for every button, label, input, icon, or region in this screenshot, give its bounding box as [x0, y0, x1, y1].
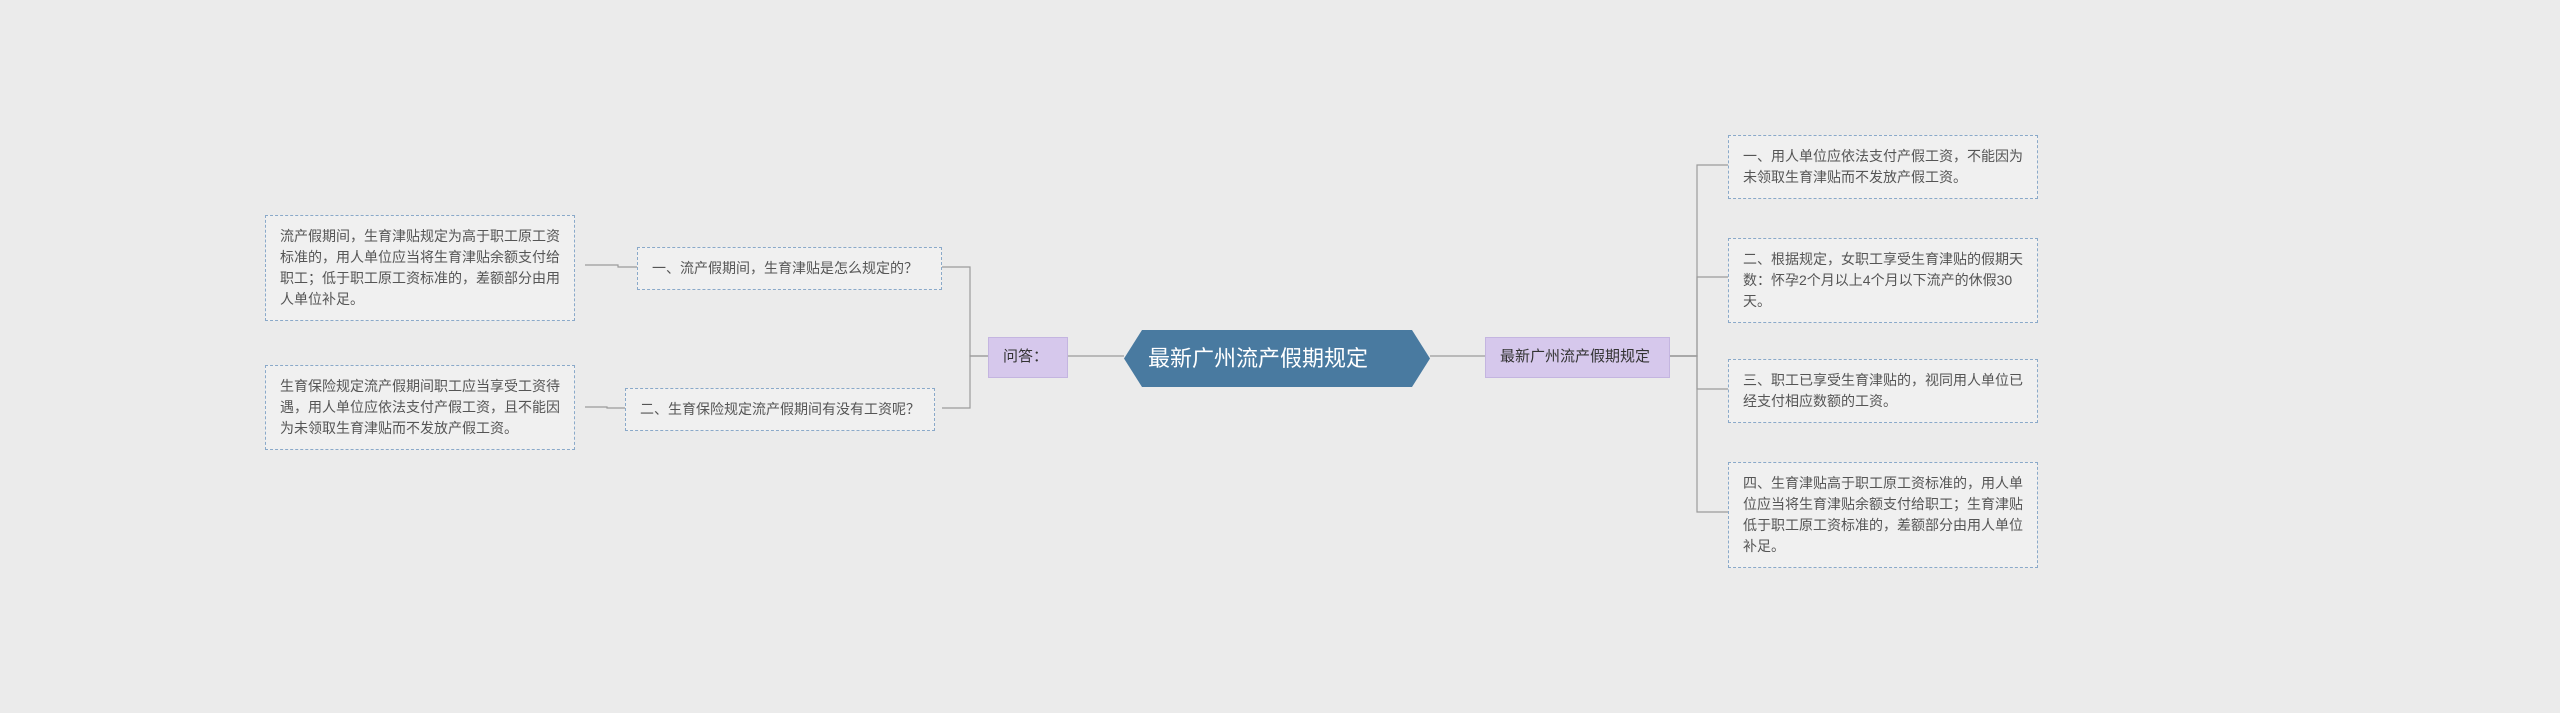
left-q1-leaf: 流产假期间，生育津贴规定为高于职工原工资标准的，用人单位应当将生育津贴余额支付给…	[265, 215, 575, 321]
root-node: 最新广州流产假期规定	[1124, 330, 1430, 387]
left-q2-leaf: 生育保险规定流产假期间职工应当享受工资待遇，用人单位应依法支付产假工资，且不能因…	[265, 365, 575, 450]
conn-right-2	[1670, 277, 1728, 356]
right-leaf-3: 三、职工已享受生育津贴的，视同用人单位已经支付相应数额的工资。	[1728, 359, 2038, 423]
right-leaf-1: 一、用人单位应依法支付产假工资，不能因为未领取生育津贴而不发放产假工资。	[1728, 135, 2038, 199]
conn-right-3	[1670, 356, 1728, 389]
conn-left-q2	[942, 356, 988, 408]
right-branch: 最新广州流产假期规定	[1485, 337, 1670, 378]
conn-right-1	[1670, 165, 1728, 356]
right-leaf-4: 四、生育津贴高于职工原工资标准的，用人单位应当将生育津贴余额支付给职工；生育津贴…	[1728, 462, 2038, 568]
conn-right-4	[1670, 356, 1728, 512]
conn-left-q1	[942, 267, 988, 356]
right-leaf-2: 二、根据规定，女职工享受生育津贴的假期天数：怀孕2个月以上4个月以下流产的休假3…	[1728, 238, 2038, 323]
conn-q1-leaf	[585, 265, 637, 267]
left-q2: 二、生育保险规定流产假期间有没有工资呢？	[625, 388, 935, 431]
conn-q2-leaf	[585, 407, 625, 408]
left-branch: 问答：	[988, 337, 1068, 378]
left-q1: 一、流产假期间，生育津贴是怎么规定的？	[637, 247, 942, 290]
